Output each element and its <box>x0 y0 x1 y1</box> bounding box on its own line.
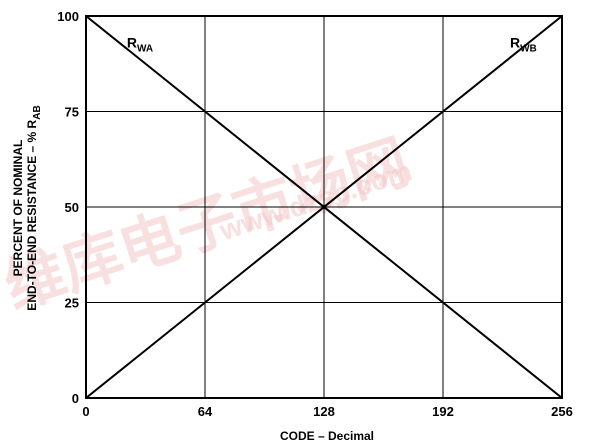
series-label-rwb: RWB <box>510 35 537 55</box>
y-tick-label: 0 <box>72 391 79 406</box>
y-axis-label-line2: END-TO-END RESISTANCE – % RAB <box>25 105 43 310</box>
y-axis-ticks: 0 25 50 75 100 <box>57 9 79 406</box>
x-tick-label: 0 <box>82 404 89 419</box>
plot-border <box>85 15 563 399</box>
x-tick-label: 192 <box>432 404 454 419</box>
x-axis-ticks: 0 64 128 192 256 <box>82 404 572 419</box>
y-tick-label: 25 <box>65 296 79 311</box>
watermark: 维库电子市场网 www.dzsc.com <box>0 128 417 322</box>
watermark-text-cn: 维库电子市场网 <box>0 128 417 322</box>
y-axis-label: PERCENT OF NOMINAL END-TO-END RESISTANCE… <box>11 105 43 310</box>
y-axis-label-line2-main: END-TO-END RESISTANCE – % R <box>25 119 39 310</box>
x-tick-label: 64 <box>198 404 213 419</box>
series-labels: RWA RWB <box>127 35 537 55</box>
x-tick-label: 128 <box>313 404 335 419</box>
y-axis-label-line1: PERCENT OF NOMINAL <box>11 140 25 277</box>
y-tick-label: 50 <box>65 200 79 215</box>
series-line-rwb <box>85 15 563 399</box>
series-label-rwa: RWA <box>127 35 153 55</box>
x-axis-label: CODE – Decimal <box>280 429 374 443</box>
plot-frame <box>85 15 563 399</box>
y-tick-label: 75 <box>65 105 79 120</box>
y-tick-label: 100 <box>57 9 79 24</box>
series-lines <box>85 15 563 399</box>
y-axis-label-line2-sub: AB <box>32 105 43 119</box>
x-tick-label: 256 <box>551 404 573 419</box>
